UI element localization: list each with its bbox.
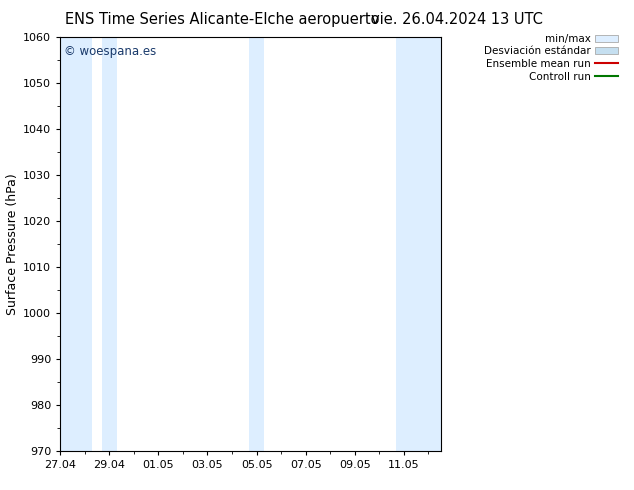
Bar bbox=[396, 37, 441, 451]
Y-axis label: Surface Pressure (hPa): Surface Pressure (hPa) bbox=[6, 173, 19, 315]
Text: © woespana.es: © woespana.es bbox=[64, 45, 157, 58]
Text: ENS Time Series Alicante-Elche aeropuerto: ENS Time Series Alicante-Elche aeropuert… bbox=[65, 12, 379, 27]
Legend: min/max, Desviación estándar, Ensemble mean run, Controll run: min/max, Desviación estándar, Ensemble m… bbox=[481, 30, 623, 86]
Text: vie. 26.04.2024 13 UTC: vie. 26.04.2024 13 UTC bbox=[370, 12, 543, 27]
Bar bbox=[60, 37, 92, 451]
Bar bbox=[249, 37, 264, 451]
Bar bbox=[102, 37, 117, 451]
